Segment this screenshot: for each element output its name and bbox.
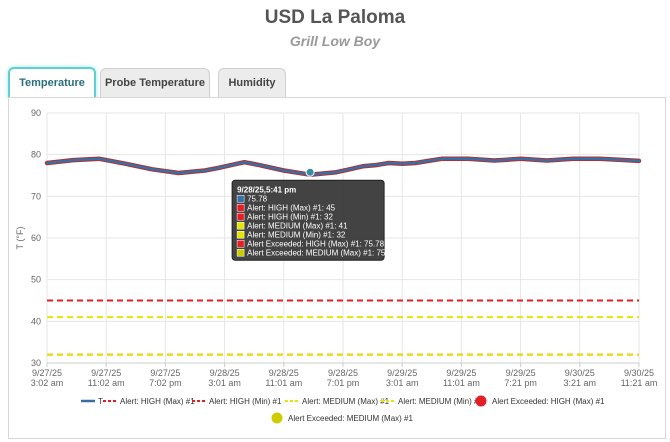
x-tick-label-time: 11:02 am <box>88 378 125 388</box>
series-line <box>45 157 641 176</box>
hover-point <box>305 167 315 177</box>
legend-label: Alert: MEDIUM (Min) #1 <box>398 397 483 406</box>
tooltip-box <box>231 179 385 261</box>
tooltip-row: Alert: MEDIUM (Max) #1: 41 <box>247 221 348 230</box>
legend-label: Alert: HIGH (Max) #1 <box>120 397 195 406</box>
x-tick-label-time: 11:01 am <box>265 378 302 388</box>
x-tick-label-time: 7:01 pm <box>327 378 360 388</box>
page-subtitle: Grill Low Boy <box>289 33 381 49</box>
x-tick-label-date: 9/28/25 <box>328 368 358 378</box>
y-tick-label: 30 <box>31 358 41 368</box>
tooltip-row: Alert: HIGH (Max) #1: 45 <box>247 203 336 212</box>
tooltip-row: 75.78 <box>247 194 268 203</box>
x-tick-label-time: 3:02 am <box>31 378 64 388</box>
x-tick-label-time: 3:01 am <box>208 378 241 388</box>
tooltip-swatch <box>236 195 245 203</box>
x-tick-label-time: 11:01 am <box>443 378 480 388</box>
tooltip-swatch <box>236 240 245 248</box>
tooltip-row: Alert: MEDIUM (Min) #1: 32 <box>247 230 346 239</box>
x-tick-label-date: 9/30/25 <box>565 368 595 378</box>
legend-label: Alert Exceeded: HIGH (Max) #1 <box>492 397 605 406</box>
x-tick-label-time: 3:21 am <box>564 378 597 388</box>
y-tick-label: 80 <box>31 150 41 160</box>
x-tick-label-date: 9/29/25 <box>446 368 476 378</box>
legend-swatch-dot <box>271 412 283 424</box>
tab-temperature[interactable]: Temperature <box>8 67 96 98</box>
page-header: USD La Paloma Grill Low Boy <box>0 6 670 50</box>
legend-label: T <box>98 397 103 406</box>
tooltip-swatch <box>236 213 245 221</box>
y-axis-label: T (°F) <box>15 227 25 250</box>
x-tick-label-date: 9/29/25 <box>387 368 417 378</box>
x-tick-label-date: 9/28/25 <box>210 368 240 378</box>
y-tick-label: 60 <box>31 233 41 243</box>
x-tick-label-time: 7:21 pm <box>504 378 537 388</box>
tooltip-swatch <box>236 222 245 230</box>
tooltip-swatch <box>236 249 245 257</box>
tooltip-row: Alert: HIGH (Min) #1: 32 <box>247 212 333 221</box>
x-tick-label-date: 9/27/25 <box>91 368 121 378</box>
legend-label: Alert Exceeded: MEDIUM (Max) #1 <box>288 414 413 423</box>
x-tick-label-time: 11:21 am <box>621 378 658 388</box>
y-tick-label: 50 <box>31 275 41 285</box>
x-tick-label-time: 3:01 am <box>386 378 419 388</box>
tooltip-swatch <box>236 231 245 239</box>
x-tick-label-date: 9/27/25 <box>150 368 180 378</box>
chart-panel: 30 40 50 60 70 80 90 9/27/25 3:02 am 9/27/25 11:02… <box>8 97 666 439</box>
x-tick-label-date: 9/27/25 <box>32 368 62 378</box>
tooltip-header: 9/28/25,5:41 pm <box>237 185 296 194</box>
tab-humidity[interactable]: Humidity <box>218 68 286 97</box>
page-title: USD La Paloma <box>264 7 406 28</box>
x-tick-label-time: 7:02 pm <box>149 378 182 388</box>
legend-label: Alert: MEDIUM (Max) #1 <box>302 397 390 406</box>
y-tick-label: 40 <box>31 316 41 326</box>
legend-swatch-dot <box>475 395 487 407</box>
x-tick-label-date: 9/29/25 <box>506 368 536 378</box>
tooltip-row: Alert Exceeded: HIGH (Max) #1: 75.78 <box>247 239 385 248</box>
y-tick-label: 90 <box>31 108 41 118</box>
legend-label: Alert: HIGH (Min) #1 <box>209 397 282 406</box>
tooltip-swatch <box>236 204 245 212</box>
x-tick-label-date: 9/30/25 <box>624 368 654 378</box>
x-tick-label-date: 9/28/25 <box>269 368 299 378</box>
tab-probe-temperature[interactable]: Probe Temperature <box>100 68 210 97</box>
tooltip-row: Alert Exceeded: MEDIUM (Max) #1: 75.78 <box>247 248 397 257</box>
y-tick-label: 70 <box>31 191 41 201</box>
